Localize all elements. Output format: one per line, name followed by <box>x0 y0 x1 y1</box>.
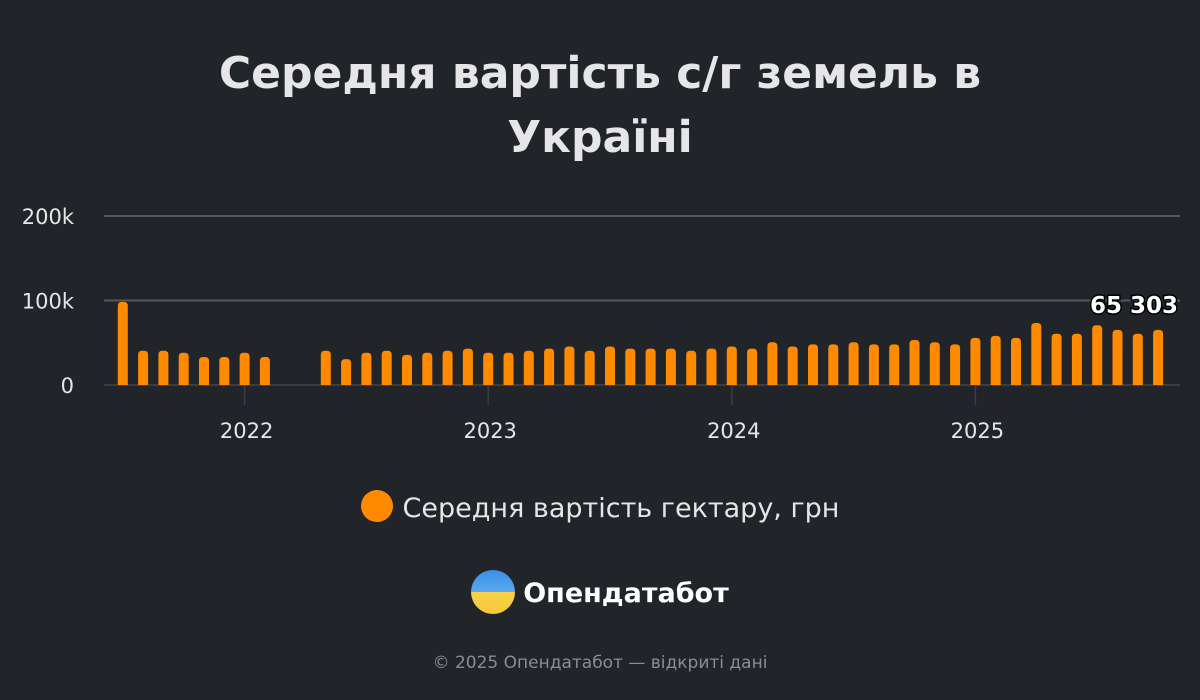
x-tick-label: 2024 <box>707 419 760 443</box>
chart-title-line-2: Україні <box>507 112 693 163</box>
bar <box>848 342 859 385</box>
bar <box>138 350 149 385</box>
bar <box>584 350 595 385</box>
bar <box>178 352 189 385</box>
bar <box>239 352 250 385</box>
legend[interactable]: Середня вартість гектару, грн <box>0 490 1200 524</box>
bar <box>726 346 737 385</box>
bar <box>564 346 575 385</box>
chart-title-line-1: Середня вартість с/г земель в <box>218 48 982 99</box>
bar <box>1011 337 1021 385</box>
bar <box>1112 329 1123 385</box>
bar <box>199 357 209 385</box>
bar <box>1092 325 1103 385</box>
legend-marker <box>360 490 393 522</box>
x-tick-label: 2023 <box>463 419 516 443</box>
bar <box>665 348 676 385</box>
bar <box>970 337 981 385</box>
bar <box>990 335 1001 385</box>
bar <box>1051 333 1062 385</box>
bar <box>462 348 473 385</box>
opendatabot-logo: Опендатабот <box>0 570 1200 614</box>
bar <box>909 340 920 385</box>
bar <box>361 352 372 385</box>
x-tick-label: 2022 <box>220 419 273 443</box>
data-label-last: 65 303 <box>1090 293 1178 319</box>
bar <box>625 348 636 385</box>
bar <box>1153 329 1164 385</box>
y-tick-label: 100k <box>22 290 75 314</box>
bar <box>950 344 961 385</box>
bar <box>158 350 169 385</box>
bar <box>605 346 615 385</box>
bar <box>259 357 270 385</box>
bar <box>686 350 697 385</box>
bar <box>402 354 412 385</box>
bar <box>503 352 514 385</box>
bar <box>889 344 900 385</box>
chart-title: Середня вартість с/г земель в Україні <box>0 42 1200 170</box>
bar <box>117 301 128 385</box>
bar <box>442 350 453 385</box>
bar <box>381 350 392 385</box>
bar <box>1031 323 1042 385</box>
logo-icon <box>471 570 516 614</box>
bar <box>1132 333 1143 385</box>
bar <box>219 357 230 385</box>
bar <box>808 344 818 385</box>
bar <box>483 352 494 385</box>
footer-copyright: © 2025 Опендатабот — відкриті дані <box>432 653 768 673</box>
y-tick-label: 200k <box>22 205 75 229</box>
bar <box>544 348 555 385</box>
bar <box>767 342 778 385</box>
bar <box>929 342 940 385</box>
bar <box>341 359 352 385</box>
logo-text: Опендатабот <box>523 578 729 609</box>
bar <box>645 348 656 385</box>
x-tick-label: 2025 <box>951 419 1004 443</box>
bar <box>706 348 717 385</box>
bar <box>828 344 839 385</box>
legend-label: Середня вартість гектару, грн <box>402 493 840 524</box>
bar <box>787 346 798 385</box>
bar <box>523 350 534 385</box>
bar <box>320 350 331 385</box>
bar <box>747 348 758 385</box>
y-tick-label: 0 <box>61 374 74 398</box>
bar <box>1071 333 1082 385</box>
bar <box>422 352 433 385</box>
bar <box>868 344 879 385</box>
